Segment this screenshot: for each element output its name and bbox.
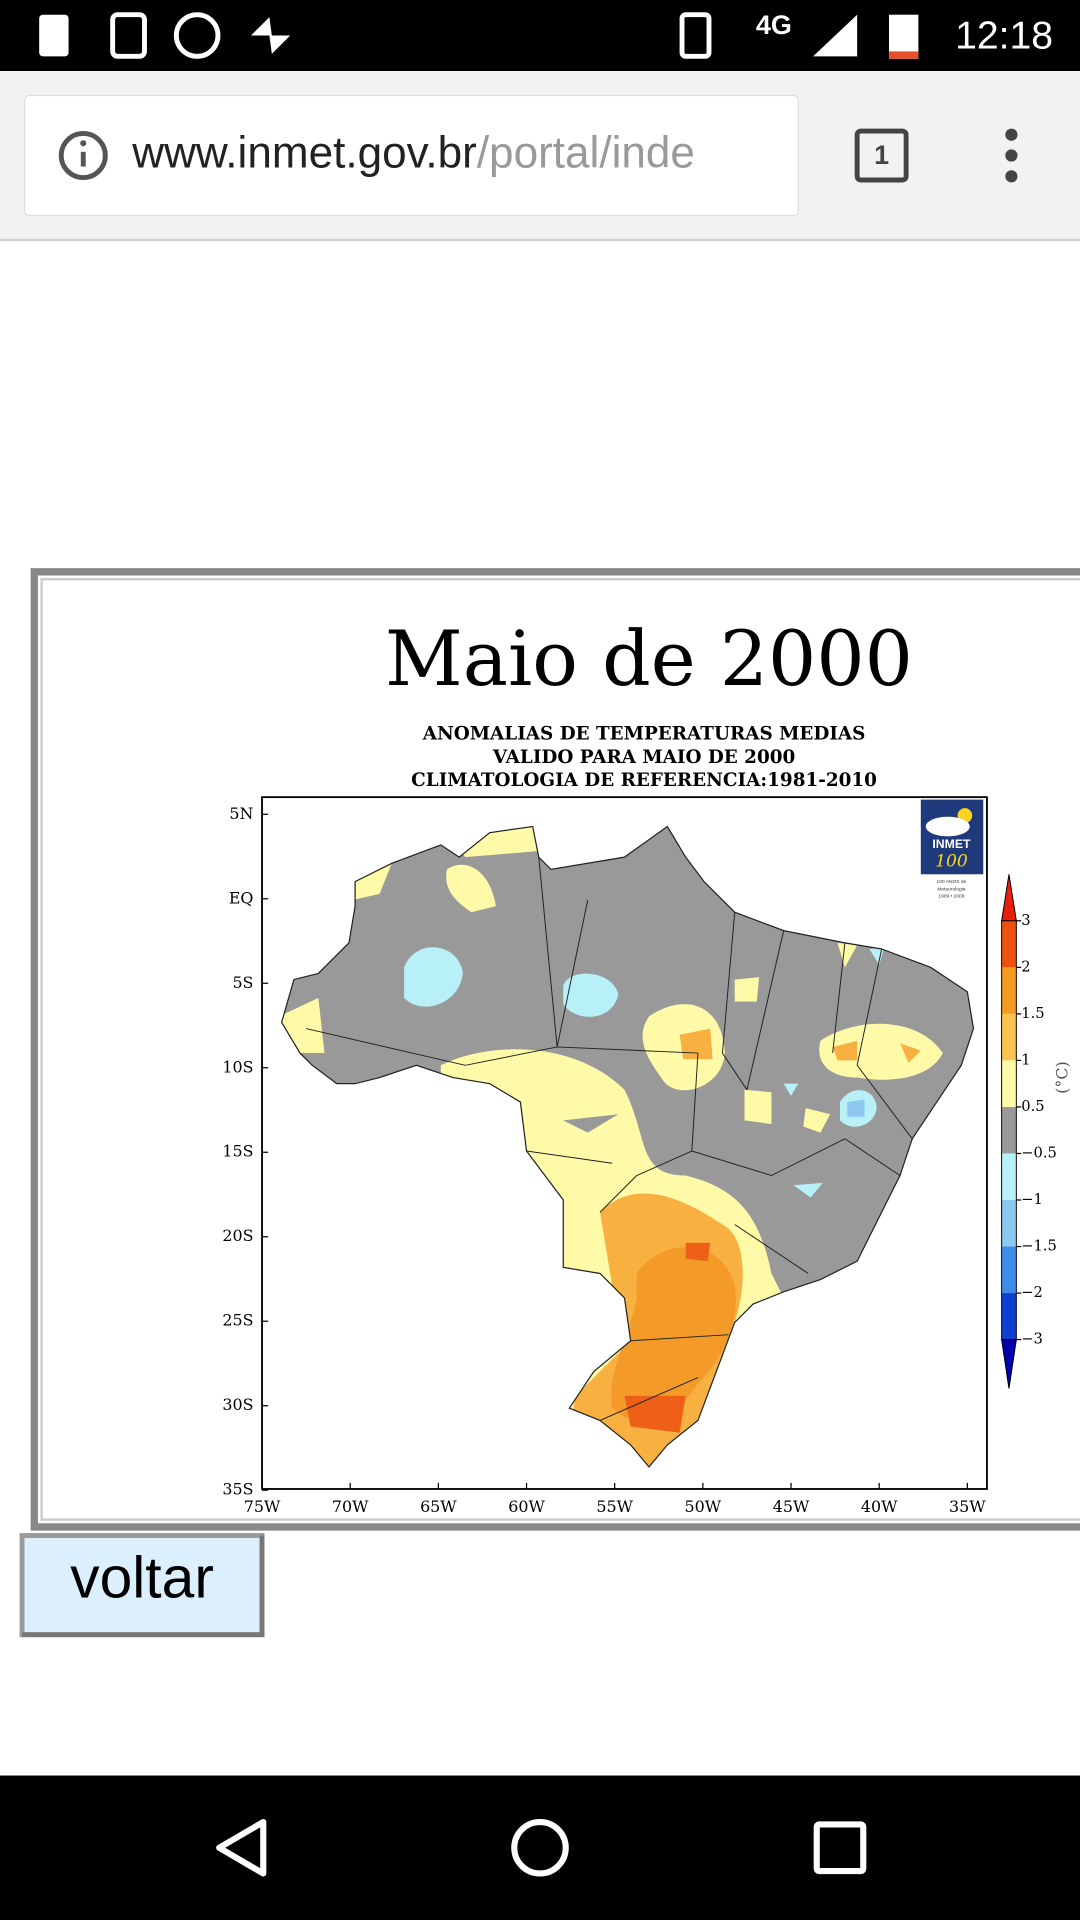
longitude-label: 45W xyxy=(773,1497,810,1516)
latitude-label: 25S xyxy=(222,1311,253,1330)
nav-recents[interactable] xyxy=(813,1821,867,1875)
latitude-label: 35S xyxy=(222,1480,253,1499)
longitude-label: 75W xyxy=(244,1497,281,1516)
battery-low xyxy=(888,51,919,59)
state-borders xyxy=(281,825,975,1468)
colorbar xyxy=(1001,874,1017,1389)
latitude-label: 5N xyxy=(229,804,253,823)
colorbar-label: −1.5 xyxy=(1021,1238,1057,1255)
colorbar-label: −3 xyxy=(1021,1331,1043,1348)
subtitle-line: VALIDO PARA MAIO DE 2000 xyxy=(492,747,795,768)
longitude-labels: 75W 70W 65W 60W 55W 50W 45W 40W 35W xyxy=(244,1482,986,1516)
subtitle-line: CLIMATOLOGIA DE REFERENCIA:1981-2010 xyxy=(411,770,877,791)
longitude-label: 65W xyxy=(420,1497,457,1516)
tabs-button[interactable] xyxy=(854,128,909,183)
nav-bar xyxy=(0,1775,1080,1920)
nav-back[interactable] xyxy=(216,1818,267,1877)
menu-button[interactable] xyxy=(1005,128,1018,183)
latitude-label: 10S xyxy=(222,1057,253,1076)
latitude-label: 30S xyxy=(222,1395,253,1414)
anomaly-fields xyxy=(281,826,943,1467)
colorbar-label: 0.5 xyxy=(1021,1098,1044,1115)
url-host: www.inmet.gov.br xyxy=(131,128,477,177)
network-type: 4G xyxy=(756,10,792,40)
colorbar-label: 1 xyxy=(1021,1051,1030,1068)
clock: 12:18 xyxy=(955,14,1053,57)
colorbar-labels: 3 2 1.5 1 0.5 −0.5 −1 −1.5 −2 −3 xyxy=(1016,912,1057,1348)
logo-cloud xyxy=(925,816,970,837)
colorbar-label: 1.5 xyxy=(1021,1005,1044,1022)
nav-home[interactable] xyxy=(511,1818,569,1877)
url-box[interactable] xyxy=(23,94,799,217)
back-button[interactable] xyxy=(19,1533,265,1638)
latitude-label: 20S xyxy=(222,1226,253,1245)
latitude-label: 5S xyxy=(232,973,253,992)
image-frame-inner xyxy=(40,577,1080,1521)
subtitle-line: ANOMALIAS DE TEMPERATURAS MEDIAS xyxy=(422,724,866,745)
info-icon[interactable] xyxy=(58,131,108,180)
colorbar-label: −0.5 xyxy=(1021,1144,1057,1161)
latitude-labels: 5N EQ 5S 10S 15S 20S 25S 30S 35S xyxy=(222,804,269,1499)
toolbar-divider xyxy=(0,238,1080,242)
longitude-label: 70W xyxy=(332,1497,369,1516)
colorbar-label: 2 xyxy=(1021,958,1030,975)
logo-caption-line: 1909 • 2009 xyxy=(938,894,964,900)
logo-caption-line: Meteorologia xyxy=(937,886,965,892)
logo-caption-line: 100 ANOS de xyxy=(937,879,967,885)
colorbar-label: −1 xyxy=(1021,1191,1043,1208)
longitude-label: 50W xyxy=(685,1497,722,1516)
longitude-label: 40W xyxy=(861,1497,898,1516)
logo-caption: 100 ANOS de Meteorologia 1909 • 2009 xyxy=(937,879,967,900)
logo-number: 100 xyxy=(935,852,968,872)
longitude-label: 55W xyxy=(596,1497,633,1516)
latitude-label: EQ xyxy=(229,888,254,907)
colorbar-label: 3 xyxy=(1021,912,1030,929)
anomaly-map: Maio de 2000 ANOMALIAS DE TEMPERATURAS M… xyxy=(222,615,1071,1516)
colorbar-unit: (°C) xyxy=(1052,1061,1071,1094)
logo-name: INMET xyxy=(932,837,971,851)
url[interactable]: www.inmet.gov.br/portal/inde xyxy=(131,128,695,177)
logo xyxy=(920,799,984,875)
colorbar-label: −2 xyxy=(1021,1284,1043,1301)
url-path: /portal/inde xyxy=(477,128,695,177)
back-button-shadow xyxy=(22,1535,265,1638)
map-title: Maio de 2000 xyxy=(385,615,913,703)
back-button-label[interactable]: voltar xyxy=(70,1546,214,1611)
longitude-label: 35W xyxy=(949,1497,986,1516)
tab-count: 1 xyxy=(874,140,889,170)
latitude-label: 15S xyxy=(222,1142,253,1161)
map-subtitle: ANOMALIAS DE TEMPERATURAS MEDIAS VALIDO … xyxy=(411,724,877,792)
longitude-label: 60W xyxy=(508,1497,545,1516)
